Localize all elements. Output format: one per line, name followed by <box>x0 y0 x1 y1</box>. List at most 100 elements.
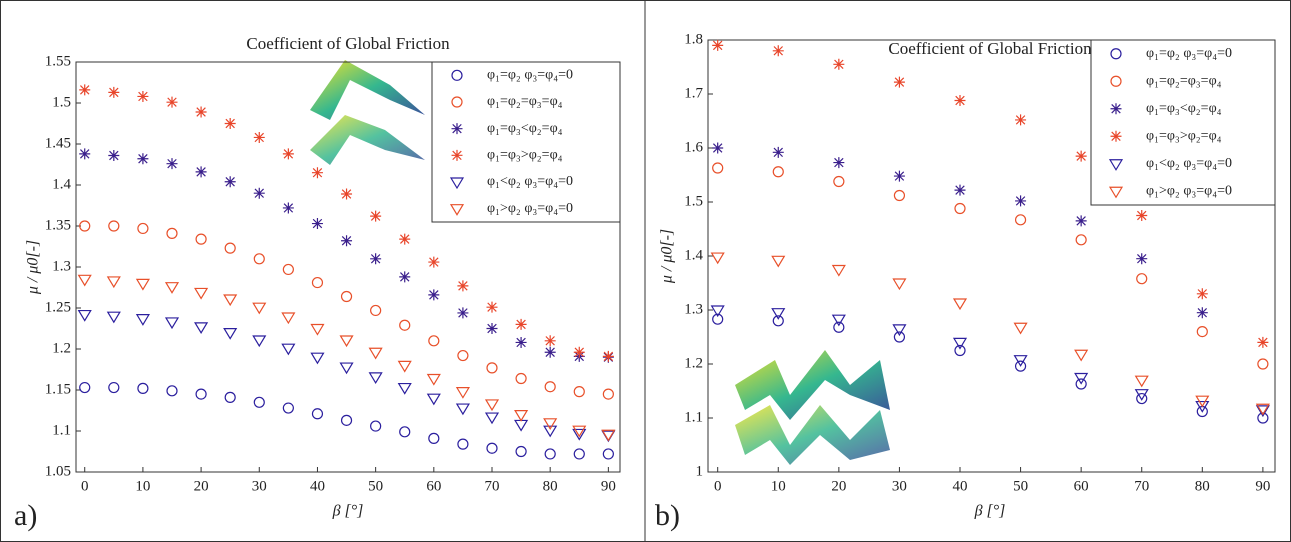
data-point <box>484 412 500 425</box>
data-point <box>712 39 724 51</box>
data-point <box>252 335 267 348</box>
data-point <box>1134 389 1149 401</box>
data-point <box>457 307 469 319</box>
x-tick-label: 80 <box>1195 478 1210 494</box>
data-point <box>954 344 966 357</box>
data-point <box>1075 215 1087 227</box>
x-tick-label: 70 <box>1134 478 1149 494</box>
data-point <box>710 305 725 318</box>
data-point <box>428 289 440 301</box>
data-point <box>281 312 296 325</box>
data-point <box>1074 349 1089 362</box>
y-tick-label: 1.5 <box>52 94 71 110</box>
y-tick-label: 1.1 <box>684 409 703 425</box>
data-point <box>514 410 529 422</box>
y-tick-label: 1.2 <box>52 340 71 356</box>
y-tick-label: 1.55 <box>45 53 71 69</box>
data-point <box>1074 372 1089 385</box>
data-point <box>77 309 92 322</box>
x-tick-label: 40 <box>310 478 325 494</box>
data-point <box>1195 400 1210 413</box>
data-point <box>340 414 353 426</box>
x-tick-label: 10 <box>135 478 150 494</box>
data-point <box>135 278 150 291</box>
data-point <box>952 298 968 311</box>
data-point <box>282 202 294 214</box>
legend-marker <box>1110 103 1122 115</box>
data-point <box>1136 253 1148 265</box>
x-tick-label: 10 <box>771 478 786 494</box>
y-tick-label: 1.8 <box>684 31 703 47</box>
data-point <box>339 362 354 375</box>
x-tick-label: 0 <box>714 478 722 494</box>
data-point <box>484 399 500 412</box>
data-point <box>602 388 614 400</box>
legend-marker <box>451 96 463 108</box>
data-point <box>108 220 120 232</box>
data-point <box>224 242 236 254</box>
data-point <box>339 335 354 348</box>
data-point <box>833 321 845 333</box>
x-tick-label: 20 <box>831 478 846 494</box>
data-point <box>341 235 353 247</box>
data-point <box>164 282 180 294</box>
x-tick-label: 80 <box>543 478 558 494</box>
data-point <box>282 263 294 275</box>
data-point <box>253 253 265 265</box>
y-tick-label: 1.7 <box>684 85 703 101</box>
data-point <box>573 346 585 358</box>
data-point <box>282 402 294 414</box>
data-point <box>426 393 441 406</box>
data-point <box>833 58 845 70</box>
data-point <box>426 373 441 386</box>
data-point <box>1075 150 1087 162</box>
data-point <box>771 308 786 320</box>
data-point <box>772 45 784 57</box>
data-point <box>712 162 724 174</box>
data-point <box>223 328 238 340</box>
data-point <box>311 218 323 230</box>
data-point <box>544 381 556 393</box>
chart-title: Coefficient of Global Friction <box>246 34 450 53</box>
x-tick-label: 50 <box>1013 478 1028 494</box>
data-point <box>79 220 91 232</box>
data-point <box>572 425 587 438</box>
legend-box <box>1090 39 1276 206</box>
data-point <box>108 149 120 161</box>
data-point <box>1136 210 1148 221</box>
data-point <box>282 148 294 160</box>
data-point <box>515 318 527 330</box>
data-point <box>1015 195 1027 207</box>
data-point <box>1014 214 1027 226</box>
data-point <box>1075 378 1087 390</box>
legend-label: φ₁=φ₂=φ₃=φ₄ <box>487 94 563 109</box>
data-point <box>397 360 412 373</box>
data-point <box>1136 273 1148 285</box>
data-point <box>252 302 267 315</box>
data-point <box>370 210 382 222</box>
data-point <box>457 438 469 450</box>
data-point <box>164 317 180 330</box>
data-point <box>194 322 209 335</box>
data-point <box>952 337 968 350</box>
y-tick-label: 1.3 <box>684 301 703 317</box>
data-point <box>772 146 784 158</box>
data-point <box>368 347 383 360</box>
data-point <box>893 170 905 182</box>
data-point <box>772 315 784 327</box>
legend-label: φ₁=φ₂ φ₃=φ₄=0 <box>487 68 573 83</box>
data-point <box>1015 114 1027 126</box>
data-point <box>253 187 265 199</box>
y-tick-label: 1.45 <box>45 135 71 151</box>
data-point <box>311 408 324 420</box>
data-point <box>194 287 209 300</box>
legend-label: φ₁=φ₂ φ₃=φ₄=0 <box>1146 46 1232 61</box>
data-point <box>224 176 236 188</box>
data-point <box>195 233 207 245</box>
y-tick-label: 1.6 <box>684 139 703 155</box>
x-tick-label: 30 <box>892 478 907 494</box>
x-tick-label: 70 <box>485 478 500 494</box>
data-point <box>195 166 207 178</box>
data-point <box>772 166 784 178</box>
panel-label: a) <box>14 499 37 532</box>
